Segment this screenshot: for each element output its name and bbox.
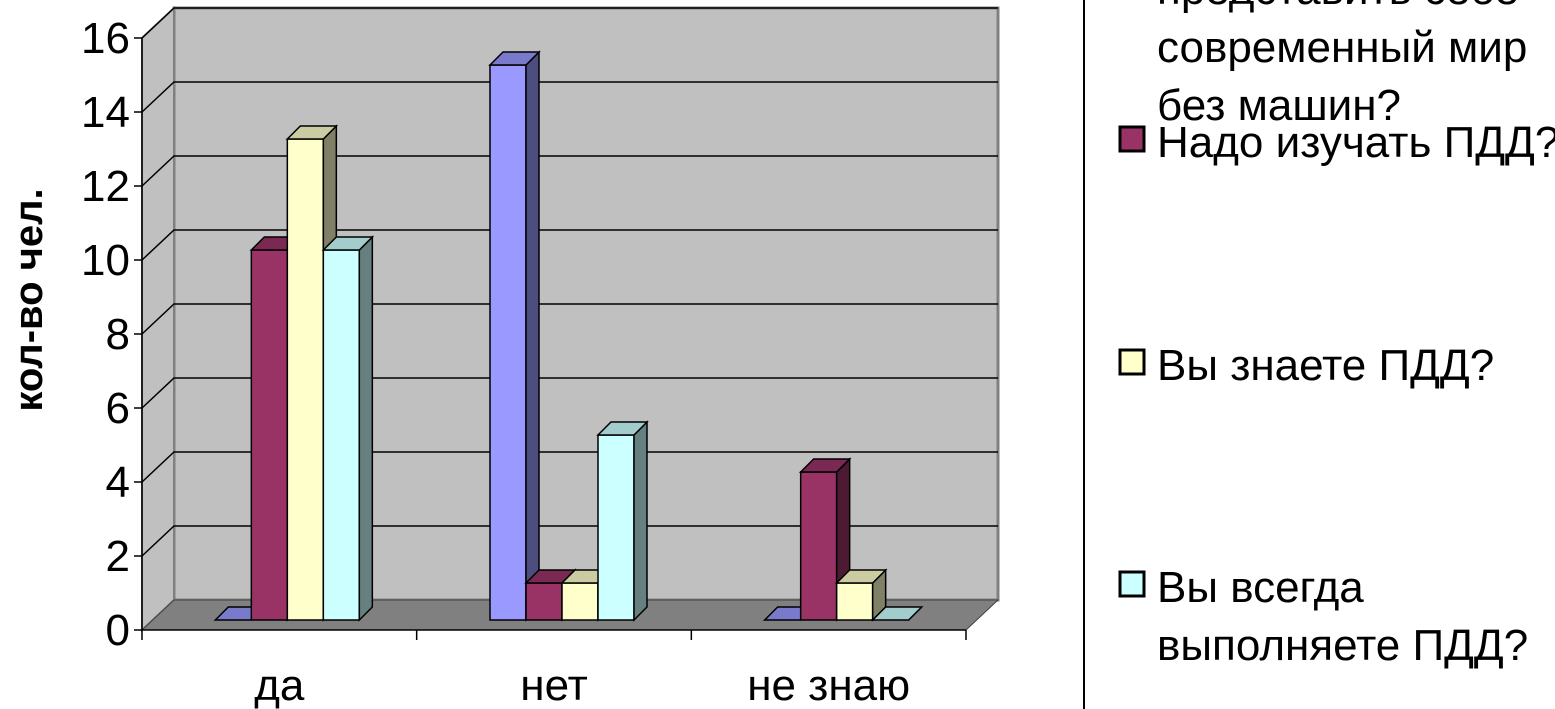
legend-swatch: [1118, 125, 1146, 153]
bar-front: [799, 471, 838, 621]
x-tick-label: да: [254, 661, 305, 709]
bar-top: [285, 125, 339, 140]
legend-label: выполняете ПДД?: [1157, 621, 1528, 670]
legend-label: Вы всегда: [1157, 563, 1364, 612]
legend-swatch: [1118, 570, 1146, 598]
bar-front: [322, 249, 361, 621]
legend-label: Надо изучать ПДД?: [1157, 118, 1555, 167]
bar-front: [525, 582, 563, 621]
y-tick-label: 12: [81, 162, 130, 211]
gridline: [141, 7, 998, 39]
legend-label: современный мир: [1157, 23, 1527, 72]
gridline: [141, 81, 998, 113]
y-tick-label: 2: [106, 532, 130, 581]
legend-item: Вы знаете ПДД?: [1118, 341, 1494, 390]
bar-top: [870, 606, 924, 621]
y-tick-label: 6: [106, 384, 130, 433]
bar: [870, 606, 924, 621]
bar-side: [633, 420, 648, 622]
y-tick-labels: 0 2 4 6 8 10 12 14 16: [81, 14, 130, 655]
axes: [134, 37, 967, 640]
bar-top: [596, 421, 649, 436]
y-tick-label: 16: [81, 14, 130, 63]
bar: [488, 50, 541, 622]
y-tick-label: 10: [81, 236, 130, 285]
y-tick-label: 8: [106, 310, 130, 359]
x-tick-label: нет: [520, 661, 587, 709]
gridline: [141, 377, 998, 409]
legend-label: Вы знаете ПДД?: [1157, 341, 1494, 390]
bar-top: [321, 236, 375, 251]
legend-item: Надо изучать ПДД?: [1118, 118, 1555, 167]
bar-front: [250, 249, 289, 621]
bars: [213, 50, 924, 622]
y-tick-label: 4: [106, 458, 130, 507]
gridline: [141, 155, 998, 187]
legend-item: Вы всегда выполняете ПДД?: [1118, 563, 1528, 670]
bar: [321, 235, 375, 622]
bar: [596, 420, 649, 622]
gridline: [141, 229, 998, 261]
gridline: [141, 525, 998, 557]
bar-side: [525, 50, 540, 622]
legend-label: представить себе: [1157, 0, 1519, 14]
legend-label: без машин?: [1157, 81, 1401, 130]
gridlines: [141, 7, 998, 557]
y-tick-label: 0: [106, 606, 130, 655]
gridline: [141, 451, 998, 483]
x-tick-label: не знаю: [747, 661, 910, 709]
legend-item: представить себе современный мир без машин…: [1157, 0, 1527, 130]
bar-top: [834, 569, 888, 584]
bar-front: [489, 64, 527, 621]
legend: представить себе современный мир без машин…: [1118, 0, 1555, 670]
bar-top: [488, 51, 541, 66]
y-axis-title: кол-во чел.: [7, 188, 51, 411]
bar-front: [597, 434, 635, 621]
bar-front: [561, 582, 599, 621]
gridline: [141, 303, 998, 335]
x-tick-labels: да нет не знаю: [254, 661, 910, 709]
bar-front: [835, 582, 874, 621]
bar-top: [798, 458, 852, 473]
bar-side: [358, 235, 374, 622]
legend-divider: [1083, 0, 1085, 709]
bar-front: [286, 138, 325, 621]
y-tick-label: 14: [81, 88, 130, 137]
legend-swatch: [1118, 348, 1146, 376]
bar: [834, 568, 888, 622]
